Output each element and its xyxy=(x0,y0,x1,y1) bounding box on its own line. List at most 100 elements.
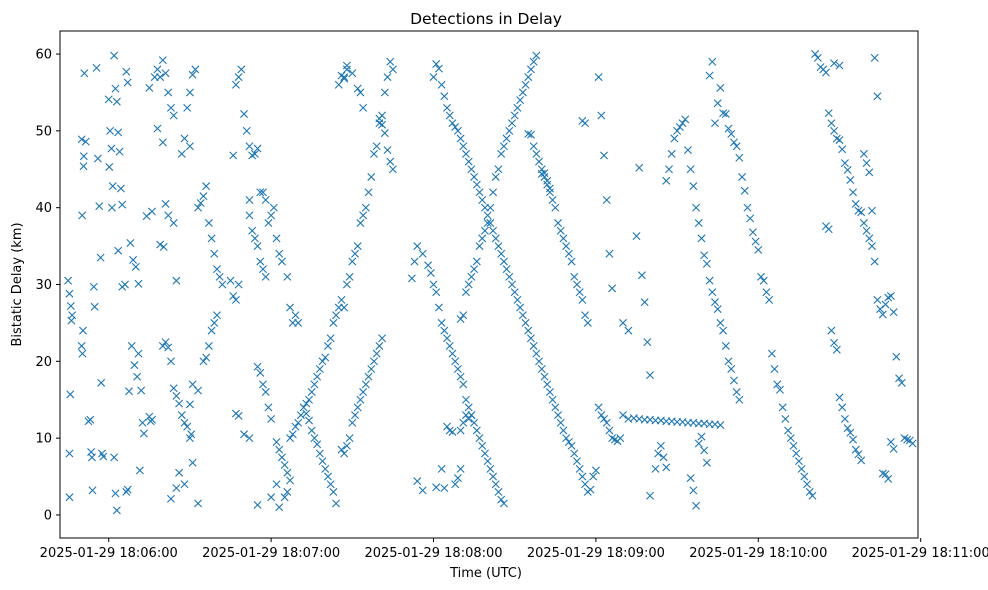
data-point xyxy=(692,501,701,510)
data-point xyxy=(153,124,162,133)
data-point xyxy=(559,426,568,435)
data-point xyxy=(567,257,576,266)
data-point xyxy=(185,400,194,409)
data-point xyxy=(719,326,728,335)
data-point xyxy=(618,411,627,420)
data-point xyxy=(138,418,147,427)
data-point xyxy=(345,272,354,281)
data-point xyxy=(464,414,473,423)
data-point xyxy=(727,129,736,138)
data-point xyxy=(526,130,535,139)
data-point xyxy=(700,446,709,455)
data-point xyxy=(578,295,587,304)
data-point xyxy=(554,411,563,420)
data-point xyxy=(269,203,278,212)
data-point xyxy=(256,188,265,197)
data-point xyxy=(375,341,384,350)
data-point xyxy=(483,219,492,228)
data-point xyxy=(134,349,143,358)
data-point xyxy=(129,255,138,264)
data-point xyxy=(702,259,711,268)
x-axis: 2025-01-29 18:06:00 2025-01-29 18:07:00 20… xyxy=(40,538,988,561)
data-point xyxy=(372,142,381,151)
data-point xyxy=(859,219,868,228)
data-point xyxy=(618,318,627,327)
data-point xyxy=(683,146,692,155)
data-point xyxy=(794,457,803,466)
data-point xyxy=(491,480,500,489)
data-point xyxy=(299,403,308,412)
data-point xyxy=(448,428,457,436)
data-point xyxy=(123,78,132,87)
data-point xyxy=(267,414,276,423)
data-point xyxy=(175,468,184,477)
data-point xyxy=(99,452,108,461)
data-point xyxy=(245,211,254,220)
data-point xyxy=(432,483,441,492)
data-point xyxy=(830,126,839,135)
data-point xyxy=(329,318,338,327)
data-point xyxy=(470,418,479,427)
data-point xyxy=(437,80,446,89)
data-point xyxy=(537,365,546,373)
data-point xyxy=(489,188,498,197)
data-point xyxy=(635,163,644,172)
data-point xyxy=(361,203,370,212)
data-point xyxy=(713,99,722,108)
data-point xyxy=(114,128,123,137)
data-point xyxy=(594,73,603,82)
data-point xyxy=(813,53,822,62)
data-point xyxy=(106,126,115,135)
data-point xyxy=(508,280,516,289)
data-point xyxy=(840,414,849,423)
data-point xyxy=(832,134,841,143)
data-point xyxy=(307,388,316,397)
data-point xyxy=(126,239,135,248)
data-point xyxy=(169,384,178,393)
data-point xyxy=(513,103,522,112)
data-point xyxy=(112,97,121,106)
data-point xyxy=(321,353,330,362)
y-tick-label: 50 xyxy=(35,124,52,139)
data-point xyxy=(748,228,757,237)
data-point xyxy=(562,434,571,443)
data-point xyxy=(158,341,167,350)
data-point xyxy=(775,385,784,394)
data-point xyxy=(248,226,257,235)
data-point xyxy=(388,65,397,74)
data-point xyxy=(784,426,793,435)
data-point xyxy=(185,142,194,151)
data-point xyxy=(231,295,240,304)
data-point xyxy=(459,380,468,389)
data-point xyxy=(196,199,205,208)
data-point xyxy=(443,334,452,343)
data-point xyxy=(359,103,368,112)
data-point xyxy=(786,434,795,443)
data-point xyxy=(410,257,419,266)
data-point xyxy=(158,138,167,147)
data-point xyxy=(218,280,227,289)
data-point xyxy=(264,403,273,412)
data-point xyxy=(432,288,441,297)
data-point xyxy=(440,326,449,335)
data-point xyxy=(259,188,267,197)
data-point xyxy=(705,276,714,285)
data-point xyxy=(564,437,573,446)
data-point xyxy=(865,234,874,243)
data-point xyxy=(602,418,611,427)
data-point xyxy=(305,416,313,425)
data-point xyxy=(261,388,270,397)
data-point xyxy=(895,374,904,383)
data-point xyxy=(175,399,184,408)
data-point xyxy=(689,486,698,495)
data-point xyxy=(234,411,243,420)
data-point xyxy=(545,184,554,193)
data-point xyxy=(261,196,270,204)
data-point xyxy=(494,242,503,251)
data-point xyxy=(348,418,357,427)
data-point xyxy=(291,422,300,431)
data-point xyxy=(177,149,186,158)
data-point xyxy=(670,134,679,143)
data-point xyxy=(194,386,203,395)
data-point xyxy=(434,303,443,312)
